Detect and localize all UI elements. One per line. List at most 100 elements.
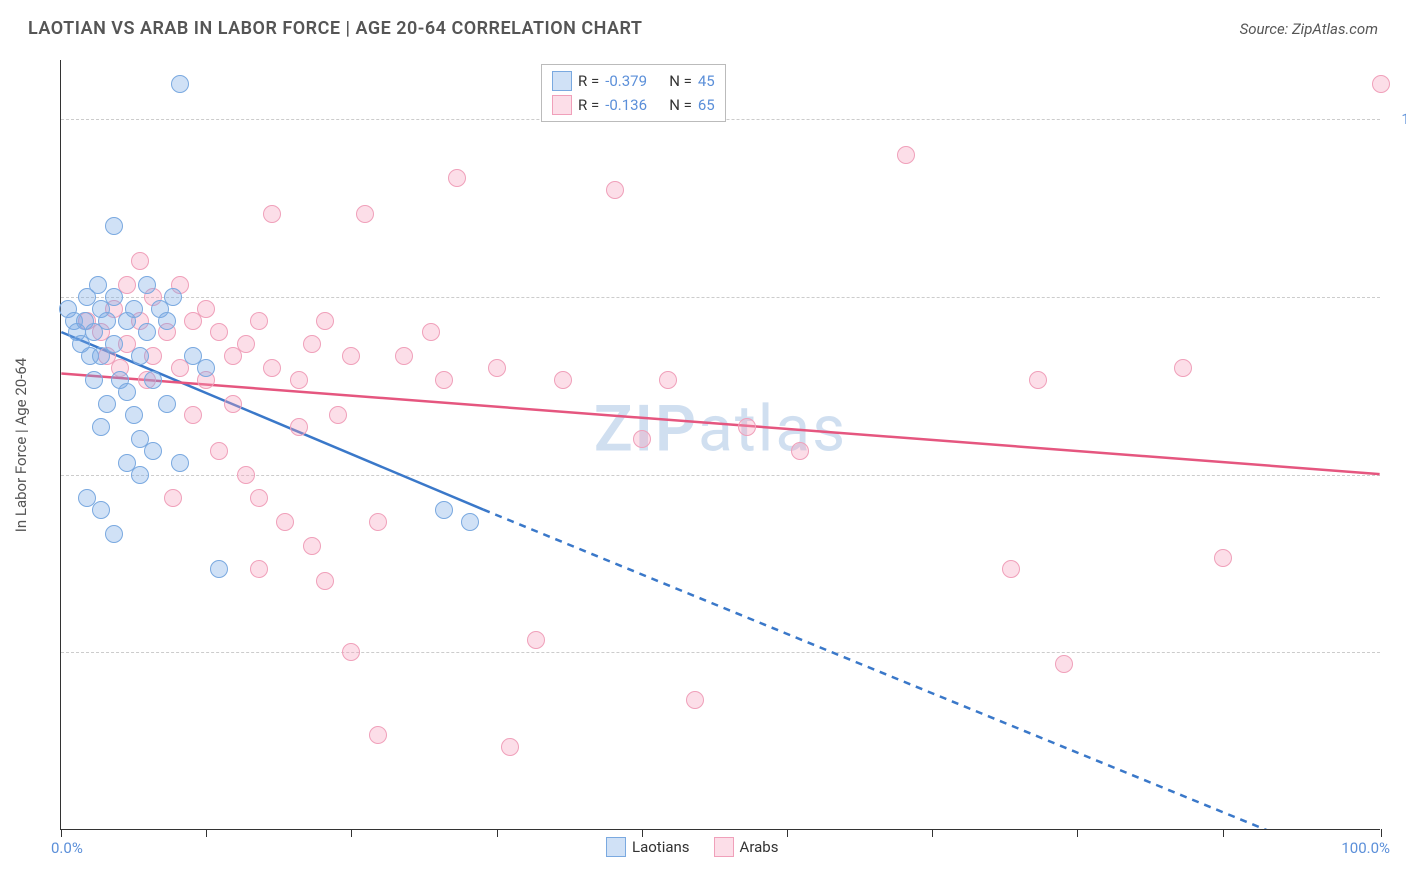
scatter-point-arabs <box>210 323 228 341</box>
chart-header: LAOTIAN VS ARAB IN LABOR FORCE | AGE 20-… <box>0 0 1406 47</box>
chart-title: LAOTIAN VS ARAB IN LABOR FORCE | AGE 20-… <box>28 18 642 39</box>
scatter-point-laotians <box>118 383 136 401</box>
scatter-point-arabs <box>342 347 360 365</box>
scatter-point-laotians <box>461 513 479 531</box>
legend-r-value: -0.379 <box>605 72 663 90</box>
scatter-point-arabs <box>1002 560 1020 578</box>
scatter-point-arabs <box>1055 655 1073 673</box>
watermark: ZIPatlas <box>594 392 847 467</box>
scatter-point-arabs <box>290 418 308 436</box>
scatter-point-laotians <box>98 395 116 413</box>
scatter-point-arabs <box>369 513 387 531</box>
scatter-point-arabs <box>356 205 374 223</box>
x-tick <box>206 829 207 837</box>
scatter-point-laotians <box>158 312 176 330</box>
scatter-point-arabs <box>316 312 334 330</box>
legend-series-label: Laotians <box>632 838 690 856</box>
legend-n-value: 45 <box>698 72 715 90</box>
scatter-point-laotians <box>92 501 110 519</box>
chart-plot-area: ZIPatlas In Labor Force | Age 20-64 55.0… <box>60 60 1380 830</box>
scatter-point-arabs <box>197 300 215 318</box>
gridline <box>61 297 1380 298</box>
scatter-point-laotians <box>210 560 228 578</box>
scatter-point-arabs <box>237 466 255 484</box>
legend-swatch <box>714 837 734 857</box>
x-tick <box>351 829 352 837</box>
scatter-point-laotians <box>171 75 189 93</box>
gridline <box>61 652 1380 653</box>
scatter-point-arabs <box>342 643 360 661</box>
scatter-point-laotians <box>131 466 149 484</box>
legend-correlation: R = -0.379 N = 45 R = -0.136 N = 65 <box>541 64 726 122</box>
x-tick <box>497 829 498 837</box>
scatter-point-laotians <box>98 312 116 330</box>
scatter-point-arabs <box>250 489 268 507</box>
scatter-point-arabs <box>554 371 572 389</box>
scatter-point-arabs <box>448 169 466 187</box>
scatter-point-arabs <box>488 359 506 377</box>
x-tick <box>1077 829 1078 837</box>
scatter-point-laotians <box>144 442 162 460</box>
scatter-point-arabs <box>224 395 242 413</box>
legend-r-label: R = <box>578 72 599 90</box>
legend-swatch <box>552 71 572 91</box>
scatter-point-laotians <box>92 418 110 436</box>
scatter-point-laotians <box>435 501 453 519</box>
x-axis-max-label: 100.0% <box>1341 839 1390 857</box>
scatter-point-arabs <box>316 572 334 590</box>
scatter-point-arabs <box>250 560 268 578</box>
y-tick-label: 85.0% <box>1390 288 1406 306</box>
scatter-point-arabs <box>633 430 651 448</box>
x-tick <box>787 829 788 837</box>
x-tick <box>1381 829 1382 837</box>
scatter-point-arabs <box>290 371 308 389</box>
scatter-point-laotians <box>105 217 123 235</box>
legend-r-value: -0.136 <box>605 96 663 114</box>
scatter-point-laotians <box>158 395 176 413</box>
scatter-point-laotians <box>105 288 123 306</box>
scatter-point-arabs <box>1372 75 1390 93</box>
y-tick-label: 55.0% <box>1390 643 1406 661</box>
legend-series-label: Arabs <box>740 838 779 856</box>
scatter-point-laotians <box>138 323 156 341</box>
legend-swatch <box>606 837 626 857</box>
scatter-point-laotians <box>131 347 149 365</box>
scatter-point-arabs <box>1214 549 1232 567</box>
scatter-point-laotians <box>144 371 162 389</box>
scatter-point-arabs <box>897 146 915 164</box>
scatter-point-arabs <box>659 371 677 389</box>
scatter-point-arabs <box>250 312 268 330</box>
legend-n-value: 65 <box>698 96 715 114</box>
scatter-point-laotians <box>125 406 143 424</box>
scatter-point-laotians <box>184 347 202 365</box>
scatter-point-arabs <box>527 631 545 649</box>
scatter-point-arabs <box>184 406 202 424</box>
legend-r-label: R = <box>578 96 599 114</box>
x-tick <box>932 829 933 837</box>
legend-n-label: N = <box>669 72 692 90</box>
scatter-point-arabs <box>395 347 413 365</box>
scatter-point-arabs <box>303 537 321 555</box>
scatter-point-laotians <box>105 525 123 543</box>
x-tick <box>1223 829 1224 837</box>
scatter-point-arabs <box>210 442 228 460</box>
scatter-point-arabs <box>263 205 281 223</box>
scatter-point-arabs <box>686 691 704 709</box>
scatter-point-arabs <box>1174 359 1192 377</box>
legend-row: R = -0.136 N = 65 <box>552 93 715 117</box>
scatter-point-arabs <box>791 442 809 460</box>
scatter-point-laotians <box>171 454 189 472</box>
scatter-point-laotians <box>105 335 123 353</box>
scatter-point-arabs <box>329 406 347 424</box>
legend-series: Laotians Arabs <box>606 837 778 857</box>
scatter-point-arabs <box>738 418 756 436</box>
trend-lines <box>61 60 1380 829</box>
scatter-point-laotians <box>89 276 107 294</box>
scatter-point-laotians <box>85 371 103 389</box>
chart-source: Source: ZipAtlas.com <box>1240 20 1378 38</box>
y-tick-label: 100.0% <box>1390 110 1406 128</box>
scatter-point-laotians <box>138 276 156 294</box>
x-axis-min-label: 0.0% <box>51 839 83 857</box>
scatter-point-arabs <box>422 323 440 341</box>
scatter-point-arabs <box>606 181 624 199</box>
